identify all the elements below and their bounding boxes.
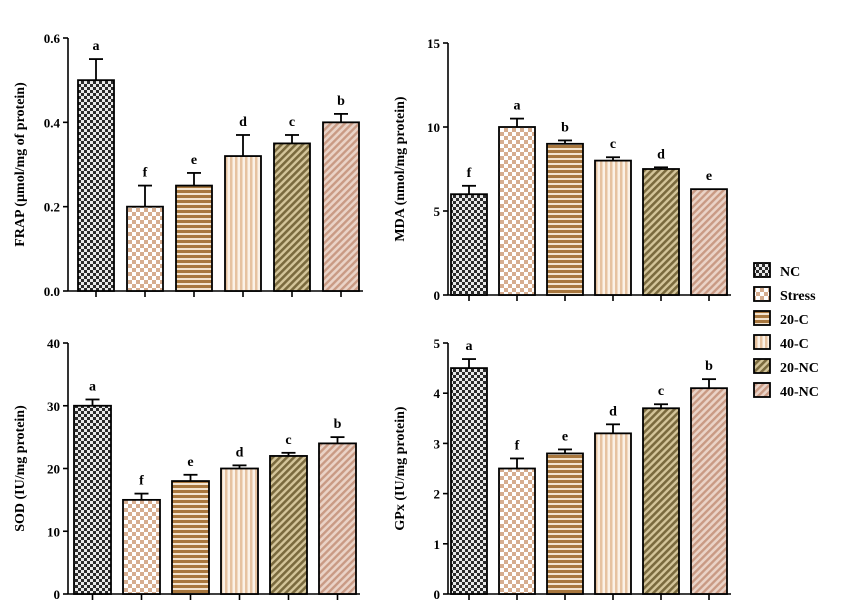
significance-label: e <box>187 455 193 470</box>
bar-20-c <box>546 142 584 296</box>
bar-20-nc <box>273 142 311 292</box>
bar-20-nc <box>642 168 680 296</box>
bar-40-nc <box>322 121 360 292</box>
legend-label: Stress <box>780 289 816 304</box>
y-tick-label: 2 <box>434 487 441 502</box>
legend-swatch <box>753 286 771 302</box>
significance-label: c <box>289 115 295 130</box>
legend-label: 20-NC <box>780 361 819 376</box>
significance-label: b <box>705 359 713 374</box>
y-tick-label: 3 <box>434 436 441 451</box>
bar-40-c <box>594 159 632 296</box>
legend-label: NC <box>780 265 800 280</box>
y-tick-label: 0 <box>54 587 61 602</box>
y-tick-label: 4 <box>434 386 441 401</box>
significance-label: d <box>657 147 665 162</box>
legend-swatch <box>753 358 771 374</box>
significance-label: b <box>337 94 345 109</box>
significance-label: f <box>143 166 148 181</box>
significance-label: e <box>562 429 568 444</box>
bar-stress <box>498 126 536 296</box>
bar-40-c <box>594 432 632 595</box>
legend-swatch <box>753 262 771 278</box>
significance-label: b <box>334 417 342 432</box>
bar-20-nc <box>642 407 680 595</box>
y-tick-label: 0 <box>434 288 441 303</box>
bar-20-c <box>546 452 584 595</box>
significance-label: a <box>466 339 473 354</box>
legend-label: 40-NC <box>780 385 819 400</box>
y-tick-label: 5 <box>434 336 441 351</box>
y-tick-label: 5 <box>434 204 441 219</box>
bar-stress <box>126 205 164 292</box>
legend-label: 20-C <box>780 313 809 328</box>
significance-label: a <box>93 39 100 54</box>
significance-label: d <box>239 115 247 130</box>
significance-label: f <box>139 474 144 489</box>
y-axis-label: SOD (IU/mg protein) <box>13 405 28 532</box>
bar-40-nc <box>690 387 728 595</box>
bar-20-c <box>171 480 210 595</box>
y-tick-label: 10 <box>47 524 60 539</box>
significance-label: e <box>191 153 197 168</box>
significance-label: d <box>236 445 244 460</box>
y-tick-label: 0.0 <box>44 284 60 299</box>
chart-sod: 0 10 20 30 40 SOD (IU/mg protein) a f e d c b <box>13 336 360 602</box>
chart-frap: 0.0 0.2 0.4 0.6 FRAP (µmol/mg of protein) a f e… <box>13 31 363 299</box>
significance-label: b <box>561 120 569 135</box>
y-axis-label: MDA (nmol/mg protein) <box>393 96 408 242</box>
significance-label: d <box>609 404 617 419</box>
y-tick-label: 0.2 <box>44 200 60 215</box>
y-tick-label: 0.6 <box>44 31 61 46</box>
significance-label: f <box>515 438 520 453</box>
bar-nc <box>73 404 112 595</box>
y-tick-label: 20 <box>47 462 60 477</box>
y-axis-label: FRAP (µmol/mg of protein) <box>13 82 28 247</box>
significance-label: c <box>285 433 291 448</box>
significance-label: a <box>514 99 521 114</box>
legend-swatch <box>753 382 771 398</box>
bar-stress <box>498 467 536 595</box>
y-tick-label: 10 <box>427 120 440 135</box>
significance-label: f <box>467 166 472 181</box>
bar-40-nc <box>318 442 357 595</box>
legend-swatch <box>753 310 771 326</box>
bar-20-c <box>175 184 213 292</box>
bar-stress <box>122 498 161 595</box>
y-tick-label: 1 <box>434 537 441 552</box>
significance-label: a <box>89 379 96 394</box>
y-tick-label: 0 <box>434 587 441 602</box>
bar-40-nc <box>690 188 728 296</box>
significance-label: c <box>658 384 664 399</box>
significance-label: c <box>610 137 616 152</box>
bar-40-c <box>224 155 262 292</box>
bar-nc <box>450 193 488 296</box>
bar-nc <box>450 367 488 595</box>
y-tick-label: 15 <box>427 36 441 51</box>
legend-label: 40-C <box>780 337 809 352</box>
legend: NC Stress 20-C 40-C 20-NC 40-NC <box>753 262 819 400</box>
y-tick-label: 30 <box>47 399 60 414</box>
legend-swatch <box>753 334 771 350</box>
y-tick-label: 0.4 <box>44 115 61 130</box>
y-tick-label: 40 <box>47 336 60 351</box>
chart-mda: 0 5 10 15 MDA (nmol/mg protein) f a b c d e <box>393 36 731 303</box>
significance-label: e <box>706 169 712 184</box>
y-axis-label: GPx (IU/mg protein) <box>393 406 408 531</box>
chart-gpx: 0 1 2 3 4 5 GPx (IU/mg protein) a f e d c b <box>393 336 731 602</box>
bar-nc <box>77 79 115 292</box>
bar-40-c <box>220 467 259 595</box>
bar-20-nc <box>269 455 308 595</box>
